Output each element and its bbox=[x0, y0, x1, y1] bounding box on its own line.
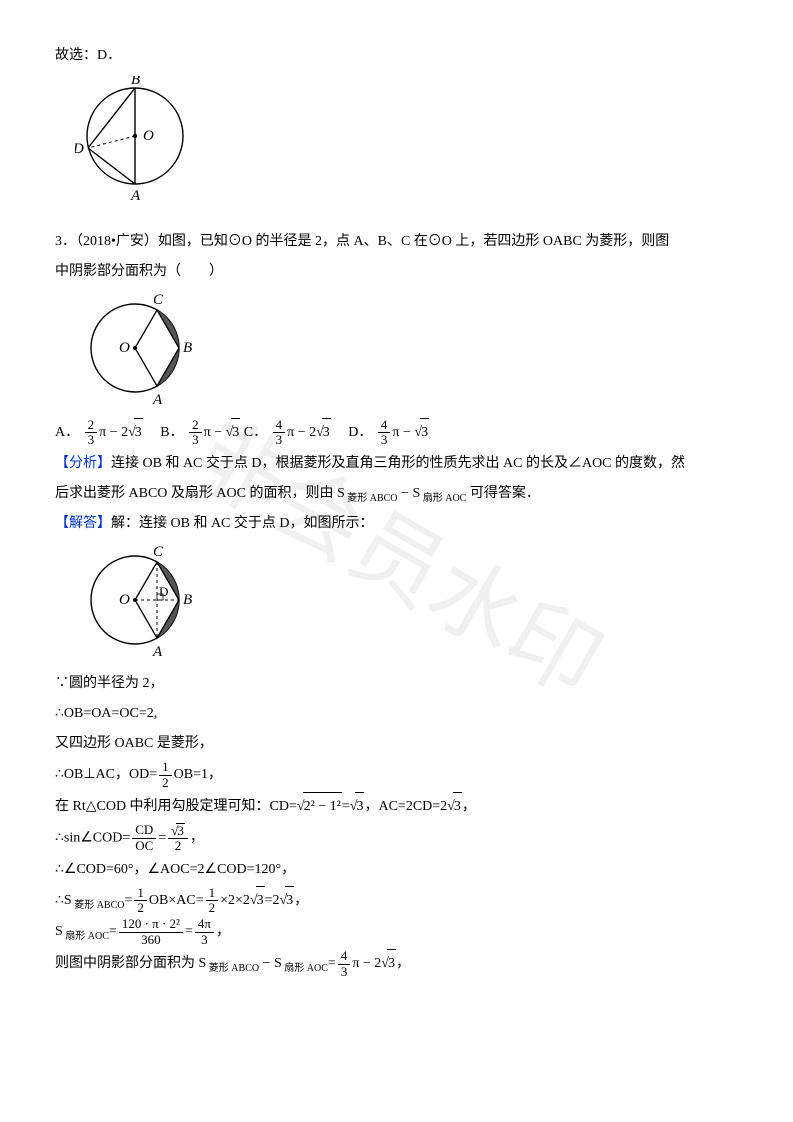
solve-l9: S 扇形 AOC=120 · π · 2²360=4π3， bbox=[55, 917, 738, 947]
opt-a-pre: A． bbox=[55, 425, 79, 440]
solve-l2: ∴OB=OA=OC=2, bbox=[55, 700, 738, 728]
solve-l3: 又四边形 OABC 是菱形， bbox=[55, 730, 738, 758]
svg-text:D: D bbox=[159, 584, 168, 599]
solve-l4: ∴OB⊥AC，OD=12OB=1， bbox=[55, 760, 738, 790]
solve-l8: ∴S 菱形 ABCO=12OB×AC=12×2×23=23， bbox=[55, 886, 738, 916]
analysis-l1: 【分析】连接 OB 和 AC 交于点 D，根据菱形及直角三角形的性质先求出 AC… bbox=[55, 450, 738, 478]
opt-c-pre: C． bbox=[244, 425, 267, 440]
page-content: 故选：D． O B A D 3．（2018•广安）如图，已知⊙O 的半径是 2，… bbox=[55, 42, 738, 979]
figure-solution: O C B A D bbox=[75, 544, 215, 662]
svg-text:B: B bbox=[183, 340, 192, 356]
svg-text:C: C bbox=[153, 292, 164, 308]
svg-text:A: A bbox=[130, 188, 141, 204]
solve-l0: 【解答】解：连接 OB 和 AC 交于点 D，如图所示： bbox=[55, 510, 738, 538]
solve-l7: ∴∠COD=60°，∠AOC=2∠COD=120°， bbox=[55, 856, 738, 884]
svg-text:A: A bbox=[152, 392, 163, 408]
solve-tag: 【解答】 bbox=[55, 516, 111, 531]
q3-stem-1: 3．（2018•广安）如图，已知⊙O 的半径是 2，点 A、B、C 在⊙O 上，… bbox=[55, 228, 738, 256]
solve-l1: ∵圆的半径为 2， bbox=[55, 670, 738, 698]
figure-circle-abdo: O B A D bbox=[75, 76, 215, 206]
svg-text:B: B bbox=[183, 592, 192, 608]
solve-l5: 在 Rt△COD 中利用勾股定理可知：CD=2² − 1²=3，AC=2CD=2… bbox=[55, 792, 738, 821]
analysis-l2: 后求出菱形 ABCO 及扇形 AOC 的面积，则由 S 菱形 ABCO − S … bbox=[55, 480, 738, 509]
q3-stem-2: 中阴影部分面积为（ ） bbox=[55, 258, 738, 286]
q3-options: A． 23π − 23 B． 23π − 3 C． 43π − 23 D． 43… bbox=[55, 418, 738, 448]
opt-b-pre: B． bbox=[146, 425, 183, 440]
svg-text:O: O bbox=[143, 128, 154, 144]
svg-text:C: C bbox=[153, 544, 164, 560]
svg-text:A: A bbox=[152, 644, 163, 660]
prev-answer: 故选：D． bbox=[55, 42, 738, 70]
svg-text:B: B bbox=[131, 76, 140, 88]
analysis-tag: 【分析】 bbox=[55, 456, 111, 471]
solve-l10: 则图中阴影部分面积为 S 菱形 ABCO − S 扇形 AOC=43π − 23… bbox=[55, 949, 738, 979]
svg-text:O: O bbox=[119, 592, 130, 608]
svg-text:O: O bbox=[119, 340, 130, 356]
solve-l6: ∴sin∠COD=CDOC=32， bbox=[55, 823, 738, 854]
opt-d-pre: D． bbox=[334, 425, 372, 440]
svg-text:D: D bbox=[75, 141, 84, 157]
figure-q3: O C B A bbox=[75, 292, 215, 410]
